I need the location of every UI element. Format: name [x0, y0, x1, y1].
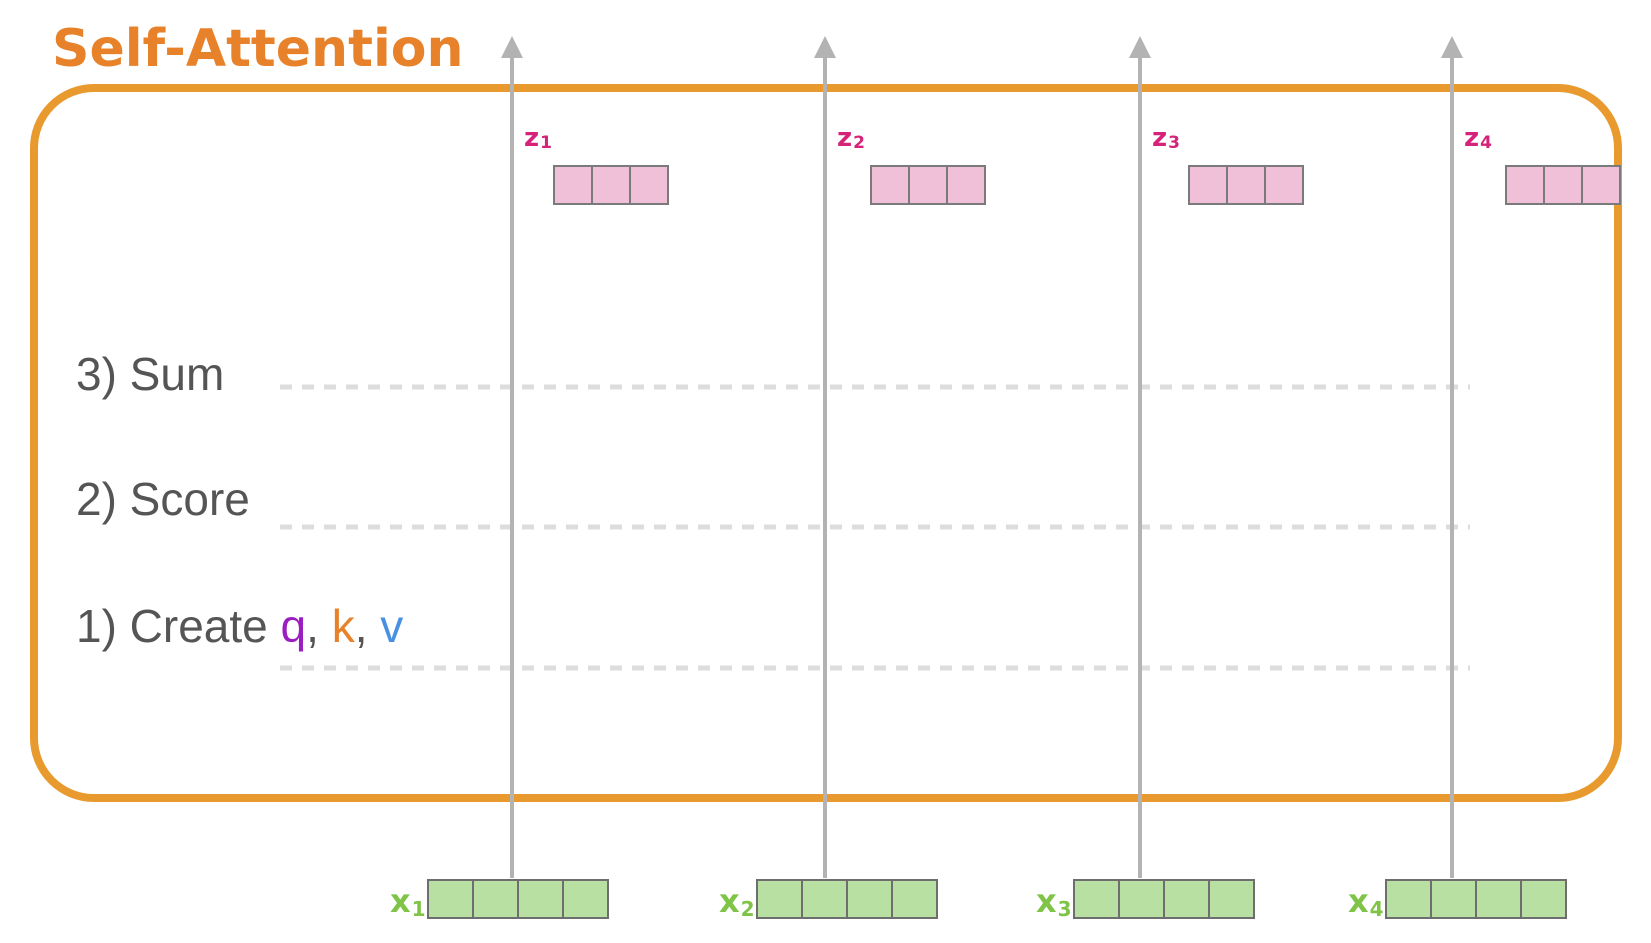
output-label-subscript: 4 [1480, 133, 1492, 153]
output-label-subscript: 3 [1168, 133, 1180, 153]
input-vector-cell [427, 879, 474, 919]
output-vector-cell [1188, 165, 1228, 205]
input-vector-cell [472, 879, 519, 919]
step-sum-label: 3) Sum [76, 348, 224, 400]
output-vector-cell [1543, 165, 1583, 205]
output-vector-cell [1505, 165, 1545, 205]
output-vector-cell [1226, 165, 1266, 205]
output-label-base: z [837, 123, 852, 153]
arrow-head-icon [1129, 36, 1151, 58]
output-label-subscript: 2 [853, 133, 865, 153]
step-score-label: 2) Score [76, 473, 250, 525]
arrow-head-icon [814, 36, 836, 58]
input-vector-cell [1475, 879, 1522, 919]
input-label-subscript: 1 [412, 897, 426, 921]
output-label-base: z [524, 123, 539, 153]
output-label: z1 [524, 123, 552, 153]
input-vector-cell [756, 879, 803, 919]
query-letter: q [281, 600, 307, 652]
input-vector-cell [1163, 879, 1210, 919]
input-vector-cell [1520, 879, 1567, 919]
arrow-head-icon [501, 36, 523, 58]
output-label-subscript: 1 [540, 133, 552, 153]
output-label-base: z [1464, 123, 1479, 153]
input-label: x1 [390, 882, 426, 921]
input-vector-cell [1385, 879, 1432, 919]
output-vector-cell [553, 165, 593, 205]
input-vector-cell [1430, 879, 1477, 919]
input-vector-cell [801, 879, 848, 919]
output-label-base: z [1152, 123, 1167, 153]
input-label: x2 [719, 882, 755, 921]
input-vector-cell [1118, 879, 1165, 919]
arrow-head-icon [1441, 36, 1463, 58]
output-vector-cell [629, 165, 669, 205]
input-label-subscript: 4 [1370, 897, 1384, 921]
input-vector-cell [891, 879, 938, 919]
output-label: z2 [837, 123, 865, 153]
output-label: z4 [1464, 123, 1492, 153]
input-label-base: x [390, 882, 411, 920]
input-vector-cell [846, 879, 893, 919]
diagram-title: Self-Attention [52, 19, 464, 79]
input-vector-cell [1073, 879, 1120, 919]
comma-separator: , [306, 600, 332, 652]
input-label-subscript: 3 [1058, 897, 1072, 921]
output-vector-cell [1264, 165, 1304, 205]
input-label-base: x [1036, 882, 1057, 920]
input-label-base: x [1348, 882, 1369, 920]
output-label: z3 [1152, 123, 1180, 153]
input-label: x4 [1348, 882, 1384, 921]
output-vector-cell [870, 165, 910, 205]
input-label: x3 [1036, 882, 1072, 921]
value-letter: v [380, 600, 403, 652]
step-create-prefix: 1) Create [76, 600, 281, 652]
output-vector-cell [1581, 165, 1621, 205]
output-vector-cell [591, 165, 631, 205]
input-label-subscript: 2 [741, 897, 755, 921]
output-vector-cell [908, 165, 948, 205]
input-label-base: x [719, 882, 740, 920]
input-vector-cell [517, 879, 564, 919]
comma-separator: , [355, 600, 381, 652]
step-create-label: 1) Create q, k, v [76, 600, 403, 652]
output-vector-cell [946, 165, 986, 205]
key-letter: k [332, 600, 356, 652]
input-vector-cell [1208, 879, 1255, 919]
input-vector-cell [562, 879, 609, 919]
